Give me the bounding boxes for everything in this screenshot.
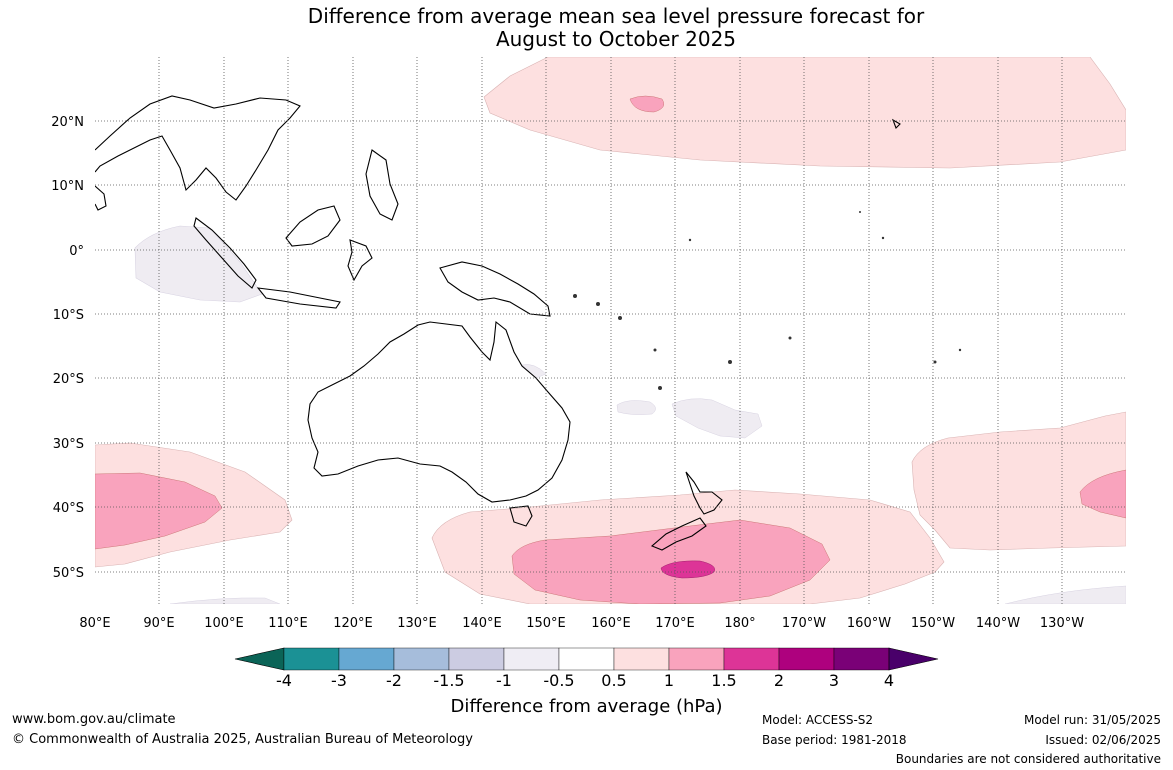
coastline-sri-lanka [95,185,107,211]
graticule [95,57,1126,604]
coastline-philippines [365,149,399,221]
lon-label: 180° [724,616,755,631]
lat-label: 40°S [53,501,84,516]
coastline-nz-north [685,471,723,515]
lat-label: 20°S [53,372,84,387]
lon-label: 170°E [655,616,695,631]
map-title-line-1: Difference from average mean sea level p… [307,4,925,28]
colorbar-cells [283,647,890,671]
lon-label: 150°W [911,616,955,631]
colorbar-label: Difference from average (hPa) [450,696,723,717]
contour-se-pacific-1 [1079,469,1126,519]
contour-north-pacific-1 [629,95,664,113]
coastlines [95,95,901,551]
contour-sw-indian-1 [95,472,223,550]
anomaly-contours [95,57,1126,604]
lat-label: 50°S [53,566,84,581]
lon-label: 100°E [204,616,244,631]
colorbar-extend-right [888,647,939,671]
contour-south-negative-2 [1004,585,1126,604]
lon-label: 140°E [462,616,502,631]
colorbar-cell [668,647,725,671]
colorbar-tick-label: -4 [276,671,292,690]
latitude-labels: 20°N 10°N 0° 10°S 20°S 30°S 40°S 50°S [51,115,84,581]
colorbar [234,647,939,671]
lat-label: 10°N [51,179,84,194]
contour-se-pacific-0-5 [911,411,1126,551]
contour-north-pacific-0-5 [483,57,1126,169]
lon-label: 160°W [847,616,891,631]
website-link[interactable]: www.bom.gov.au/climate [12,712,176,727]
coastline-asia-mainland [95,95,301,201]
lon-label: 120°E [333,616,373,631]
colorbar-tick-label: 1.5 [711,671,737,690]
lat-label: 10°S [53,308,84,323]
contour-tasman-1 [511,519,831,604]
contour-fiji-negative [671,398,763,439]
colorbar-cell [558,647,615,671]
colorbar-tick-label: 3 [828,671,840,690]
colorbar-cell [283,647,340,671]
lat-label: 0° [69,244,84,259]
lon-label: 130°W [1040,616,1084,631]
lat-label: 30°S [53,437,84,452]
model-name: Model: ACCESS-S2 [762,713,874,727]
colorbar-tick-label: -2 [386,671,402,690]
colorbar-tick-label: 4 [883,671,895,690]
colorbar-cell [448,647,505,671]
coastline-australia [307,320,571,503]
colorbar-tick-label: 0.5 [601,671,627,690]
colorbar-tick-label: 1 [663,671,675,690]
issued-date: Issued: 02/06/2025 [1045,733,1161,747]
coastline-sumatra [193,217,257,289]
colorbar-tick-label: 2 [773,671,785,690]
colorbar-cell [503,647,560,671]
contour-coral-sea-negative [616,400,656,415]
lon-label: 80°E [79,616,110,631]
colorbar-cell [393,647,450,671]
longitude-labels: 80°E 90°E 100°E 110°E 120°E 130°E 140°E … [79,616,1084,631]
contour-south-negative-1 [169,597,281,604]
colorbar-cell [338,647,395,671]
model-run-date: Model run: 31/05/2025 [1023,713,1161,727]
contour-qld-negative [521,364,547,379]
colorbar-extend-left [234,647,285,671]
colorbar-tick-label: -0.5 [543,671,575,690]
coastline-sulawesi [347,239,373,282]
copyright-text: © Commonwealth of Australia 2025, Austra… [12,732,473,747]
lat-label: 20°N [51,115,84,130]
lon-label: 170°W [782,616,826,631]
coastline-java [256,287,341,309]
colorbar-tick-label: -1.5 [433,671,465,690]
contour-indian-ocean-negative [134,225,263,303]
colorbar-tick-label: -3 [331,671,347,690]
coastline-nz-south [650,517,707,551]
lon-label: 130°E [397,616,437,631]
lon-label: 150°E [526,616,566,631]
base-period: Base period: 1981-2018 [762,733,907,747]
pacific-islands [573,211,962,390]
map-title-line-2: August to October 2025 [495,27,737,51]
coastline-new-guinea [439,261,551,317]
colorbar-cell [723,647,780,671]
lon-label: 160°E [591,616,631,631]
colorbar-tick-label: -1 [496,671,512,690]
colorbar-cell [833,647,890,671]
lon-label: 140°W [976,616,1020,631]
coastline-tasmania [509,505,533,527]
lon-label: 90°E [143,616,174,631]
colorbar-cell [613,647,670,671]
lon-label: 110°E [268,616,308,631]
boundaries-disclaimer: Boundaries are not considered authoritat… [895,752,1161,766]
coastline-hawaii [891,118,901,129]
coastline-borneo [285,205,341,247]
colorbar-cell [778,647,835,671]
